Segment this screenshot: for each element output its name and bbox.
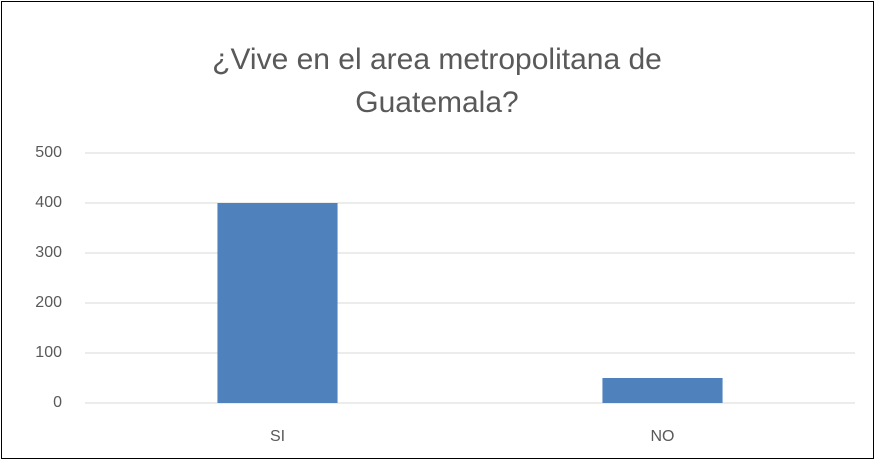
- x-tick-label: SI: [270, 428, 285, 445]
- y-tick-label: 300: [35, 244, 62, 261]
- y-tick-label: 0: [53, 394, 62, 411]
- y-tick-label: 400: [35, 194, 62, 211]
- y-tick-label: 100: [35, 344, 62, 361]
- chart-title: ¿Vive en el area metropolitana de Guatem…: [212, 43, 662, 119]
- x-tick-label: NO: [651, 428, 675, 445]
- bar: [602, 378, 723, 403]
- y-tick-label: 200: [35, 294, 62, 311]
- y-tick-label: 500: [35, 144, 62, 161]
- bar: [217, 203, 338, 403]
